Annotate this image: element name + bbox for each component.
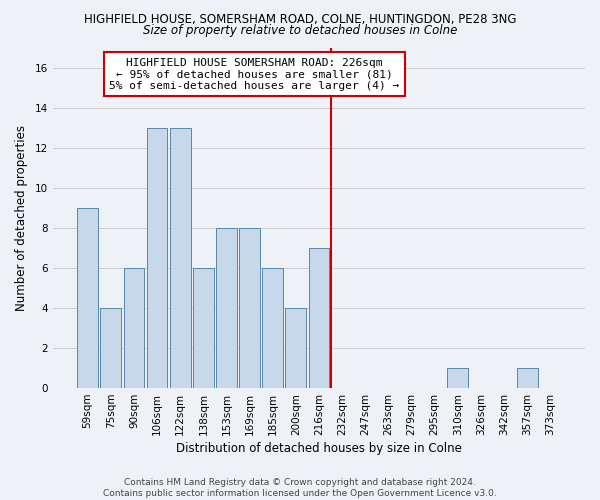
Bar [216, 228, 237, 388]
Bar [286, 308, 307, 388]
Bar [100, 308, 121, 388]
Y-axis label: Number of detached properties: Number of detached properties [15, 125, 28, 311]
Bar [124, 268, 145, 388]
Bar [193, 268, 214, 388]
Text: HIGHFIELD HOUSE SOMERSHAM ROAD: 226sqm
← 95% of detached houses are smaller (81): HIGHFIELD HOUSE SOMERSHAM ROAD: 226sqm ←… [109, 58, 400, 90]
Bar [239, 228, 260, 388]
Bar [146, 128, 167, 388]
Text: HIGHFIELD HOUSE, SOMERSHAM ROAD, COLNE, HUNTINGDON, PE28 3NG: HIGHFIELD HOUSE, SOMERSHAM ROAD, COLNE, … [84, 12, 516, 26]
Bar [448, 368, 468, 388]
Bar [170, 128, 191, 388]
Bar [262, 268, 283, 388]
Bar [308, 248, 329, 388]
Bar [77, 208, 98, 388]
Bar [517, 368, 538, 388]
Text: Size of property relative to detached houses in Colne: Size of property relative to detached ho… [143, 24, 457, 37]
Text: Contains HM Land Registry data © Crown copyright and database right 2024.
Contai: Contains HM Land Registry data © Crown c… [103, 478, 497, 498]
X-axis label: Distribution of detached houses by size in Colne: Distribution of detached houses by size … [176, 442, 462, 455]
